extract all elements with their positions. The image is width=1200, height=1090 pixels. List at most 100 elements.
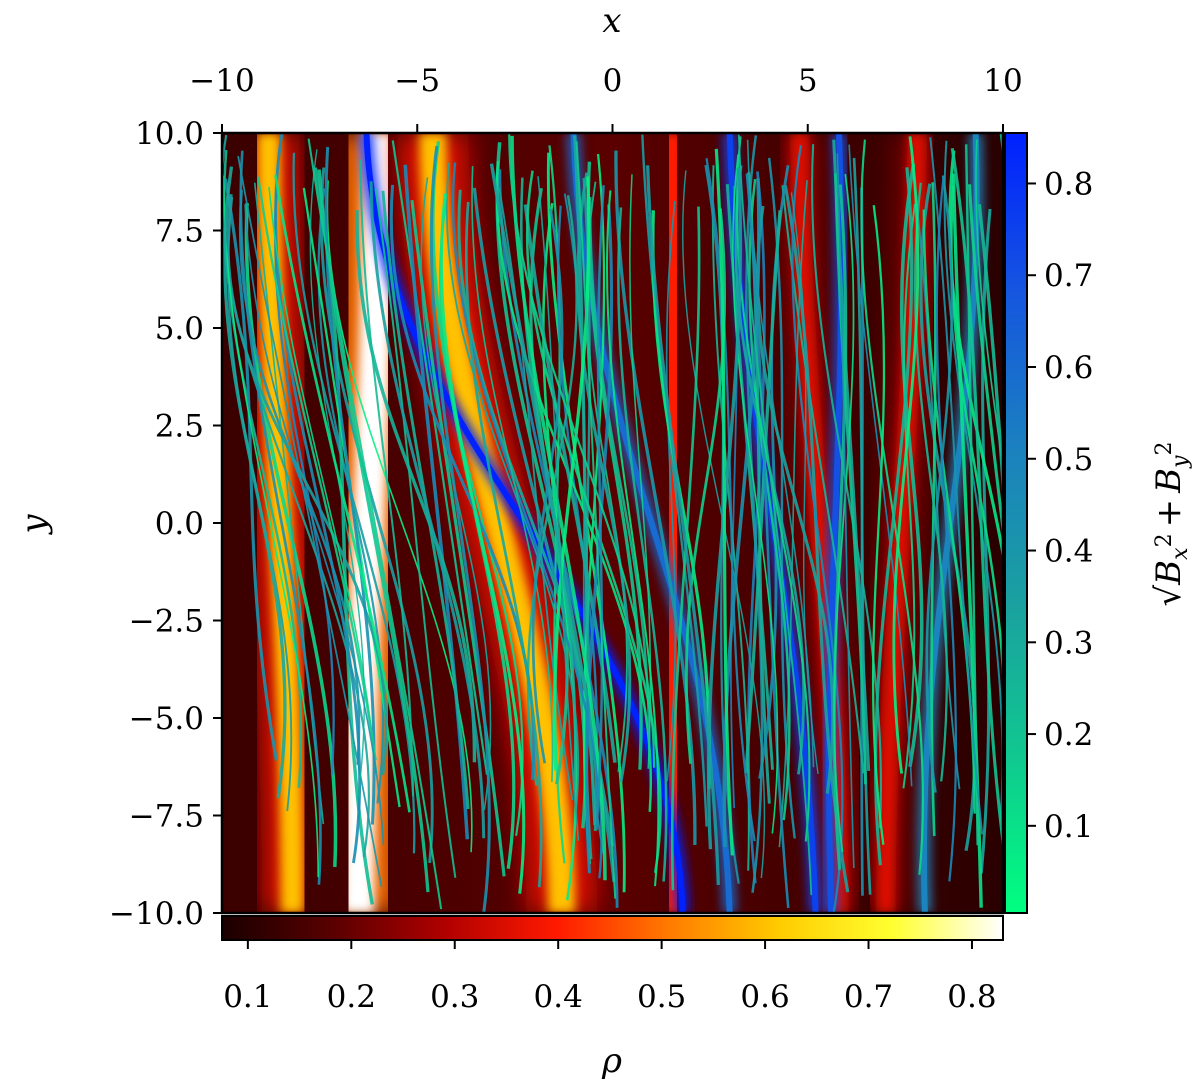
b-tick-label: 0.1 <box>1044 809 1093 845</box>
streamline <box>964 144 979 846</box>
streamline <box>979 208 992 874</box>
streamline <box>617 207 668 882</box>
field-band-core <box>363 133 686 913</box>
plot-area <box>220 131 1005 915</box>
streamline <box>451 162 603 879</box>
streamline <box>537 176 580 841</box>
streamline <box>223 166 287 799</box>
streamline <box>410 199 506 877</box>
x-tick-label: −5 <box>394 63 440 99</box>
streamline <box>892 136 920 774</box>
streamline <box>925 175 954 793</box>
streamline <box>355 210 477 763</box>
b-label-e1: 2 <box>1152 533 1177 547</box>
streamline <box>274 174 411 813</box>
streamline <box>745 173 790 909</box>
streamline <box>745 135 764 893</box>
b-tick-label: 0.6 <box>1044 350 1093 386</box>
streamline <box>374 188 457 878</box>
y-tick-label: −2.5 <box>129 604 204 640</box>
streamline <box>645 165 720 885</box>
streamline <box>836 153 855 869</box>
rho-tick-label: 0.1 <box>223 979 272 1015</box>
streamline <box>222 175 319 878</box>
streamline <box>737 134 813 896</box>
rho-tick-label: 0.8 <box>947 979 996 1015</box>
streamline <box>239 150 322 885</box>
streamline <box>257 176 377 761</box>
streamline <box>899 163 924 768</box>
b-label-b1: B <box>1149 560 1189 586</box>
y-tick-label: −7.5 <box>129 799 204 835</box>
streamline <box>935 177 958 882</box>
streamline <box>438 199 524 837</box>
rho-colorbar: 0.1 0.2 0.3 0.4 0.5 0.6 0.7 0.8 ρ <box>221 915 1004 1081</box>
rho-tick-label: 0.4 <box>534 979 583 1015</box>
streamline <box>705 157 756 842</box>
streamline <box>429 145 491 913</box>
rho-tick-label: 0.6 <box>740 979 789 1015</box>
streamline <box>834 173 867 785</box>
streamline <box>595 185 605 830</box>
y-tick-label: 2.5 <box>155 409 204 445</box>
b-tick-label: 0.5 <box>1044 442 1093 478</box>
streamline <box>403 164 470 840</box>
b-tick-label: 0.3 <box>1044 625 1093 661</box>
field-band-core <box>570 133 733 913</box>
x-tick-label: −10 <box>189 63 254 99</box>
streamline <box>605 190 660 887</box>
streamlines <box>222 133 1003 913</box>
rho-tick-label: 0.3 <box>430 979 479 1015</box>
streamline <box>471 166 554 782</box>
rho-colorbar-gradient <box>221 915 1004 941</box>
streamline <box>274 133 362 864</box>
rho-tick-label: 0.5 <box>637 979 686 1015</box>
b-label-e2: 2 <box>1152 441 1177 455</box>
streamline <box>495 160 653 812</box>
streamline <box>526 195 578 786</box>
x-tick-label: 0 <box>603 63 623 99</box>
streamline <box>226 194 388 776</box>
rho-colorbar-label: ρ <box>601 1041 622 1081</box>
streamline <box>582 153 606 865</box>
b-colorbar: 0.10.20.30.40.50.60.70.8 √Bx2+By2 <box>1004 132 1193 914</box>
streamline <box>531 208 564 764</box>
x-tick-label: 5 <box>798 63 818 99</box>
y-tick-label: 0.0 <box>155 506 204 542</box>
streamline <box>968 184 1003 542</box>
streamline <box>576 172 632 783</box>
streamline <box>445 162 580 812</box>
y-tick-label: 7.5 <box>155 214 204 250</box>
b-colorbar-ticks: 0.1 0.2 0.3 0.4 0.5 0.6 0.7 0.8 <box>1027 166 1093 845</box>
streamline <box>391 140 489 775</box>
streamline <box>744 210 782 774</box>
streamline <box>977 204 1003 507</box>
x-tick-label: 10 <box>983 63 1022 99</box>
streamline <box>860 139 925 875</box>
streamline <box>575 141 617 899</box>
b-label-sqrt: √ <box>1149 585 1189 607</box>
b-label-plus: + <box>1149 499 1189 528</box>
b-tick-label: 0.8 <box>1044 166 1093 202</box>
b-label-s1: x <box>1168 547 1193 560</box>
streamline <box>852 157 872 895</box>
streamline <box>244 204 385 845</box>
b-tick-label: 0.2 <box>1044 717 1093 753</box>
x-axis-label: x <box>602 1 621 41</box>
y-tick-label: −10.0 <box>109 896 204 932</box>
streamline <box>732 154 779 834</box>
streamline <box>292 152 416 854</box>
streamline <box>307 138 443 910</box>
b-tick-label: 0.7 <box>1044 258 1093 294</box>
streamline <box>369 181 486 839</box>
streamline <box>526 170 662 874</box>
streamline <box>237 155 383 888</box>
streamline <box>553 176 591 771</box>
b-label-b2: B <box>1149 468 1189 494</box>
streamline <box>665 200 677 782</box>
streamline <box>439 193 526 894</box>
streamline <box>913 182 949 782</box>
b-tick-label: 0.4 <box>1044 534 1093 570</box>
streamline <box>641 134 708 827</box>
